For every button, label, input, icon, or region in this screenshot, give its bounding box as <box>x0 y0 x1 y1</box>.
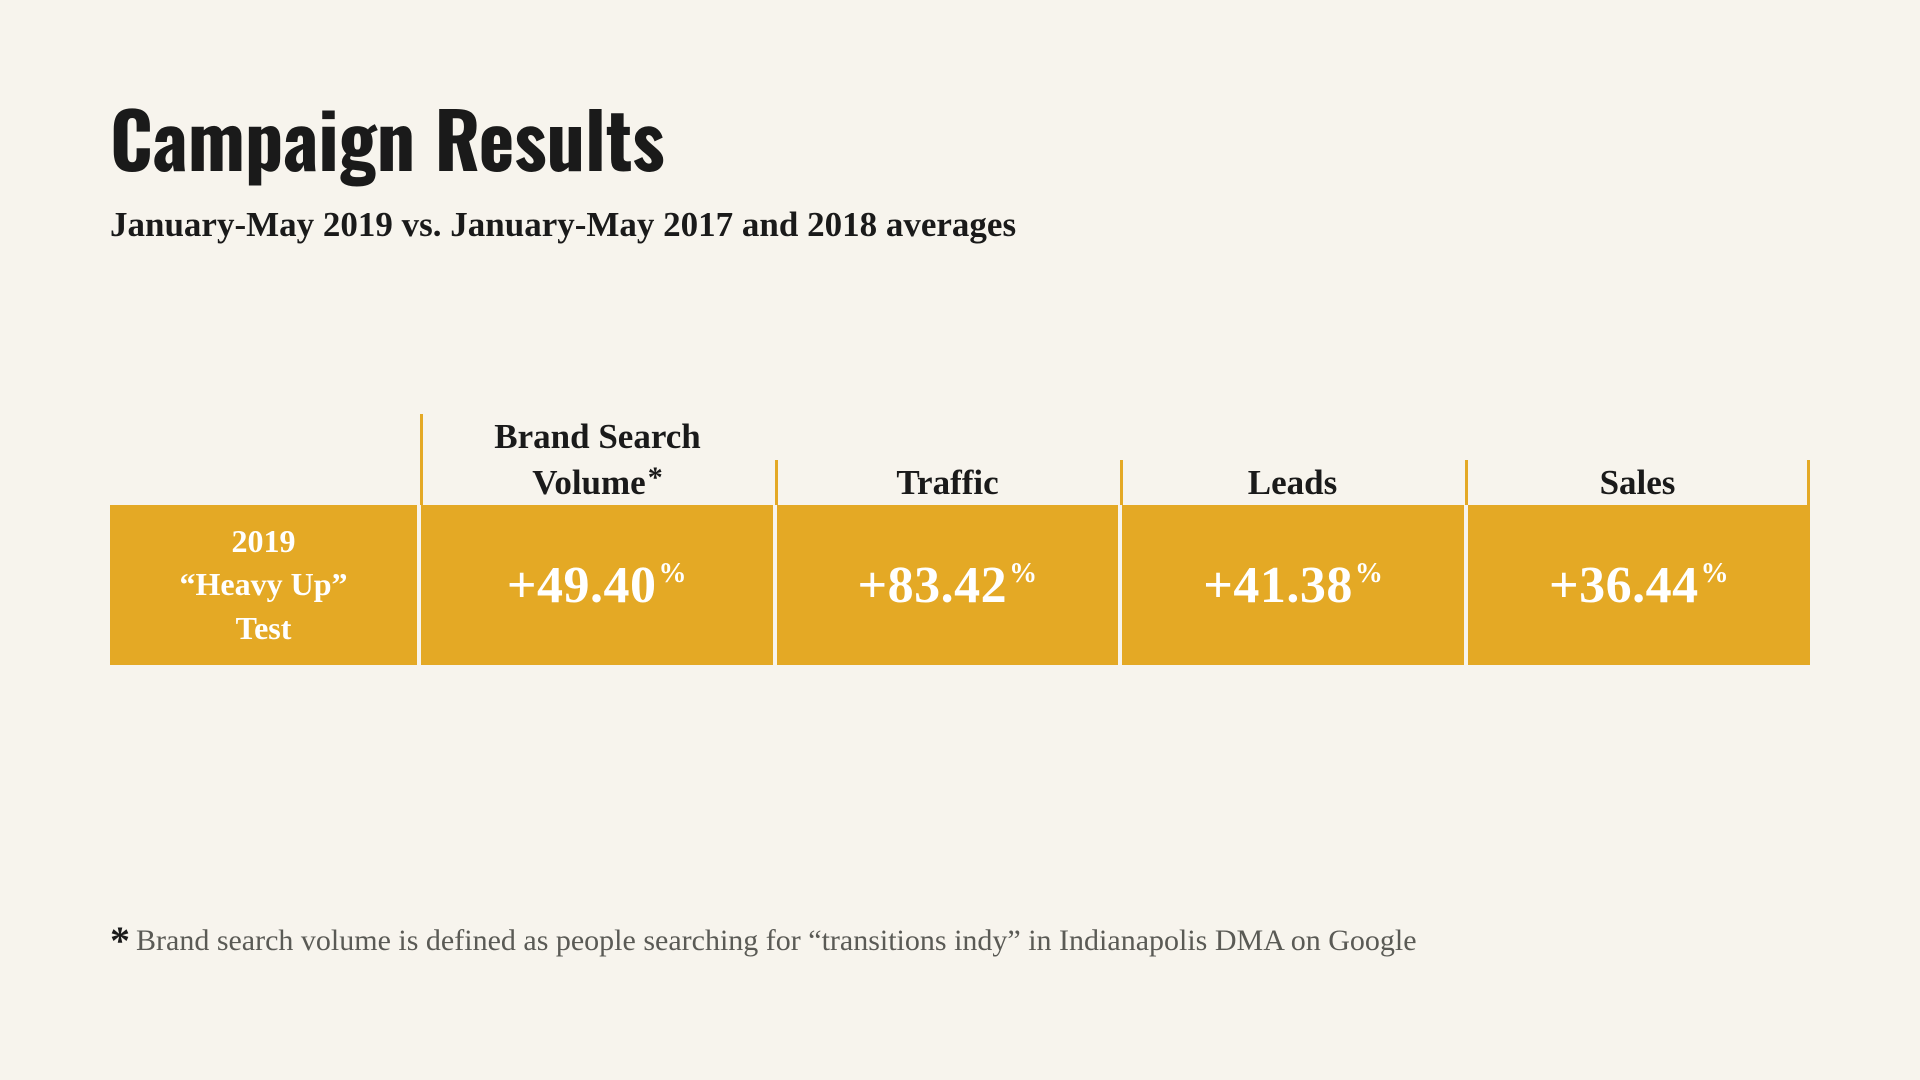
asterisk-icon: * <box>648 461 663 494</box>
table-header-traffic: Traffic <box>775 460 1120 506</box>
header-label: Sales <box>1600 463 1676 502</box>
column-separator <box>775 460 778 506</box>
footnote: *Brand search volume is defined as peopl… <box>110 913 1417 960</box>
table-header-sales: Sales <box>1465 460 1810 506</box>
column-separator <box>1120 460 1123 506</box>
row-label-line2: “Heavy Up” <box>180 566 348 602</box>
table-data-row: 2019 “Heavy Up” Test +49.40% +83.42% +41… <box>110 505 1810 665</box>
percent-icon: % <box>1009 558 1038 589</box>
metric-value: +41.38 <box>1203 557 1353 614</box>
results-table: Brand Search Volume* Traffic Leads <box>110 355 1810 665</box>
column-separator <box>1465 460 1468 506</box>
percent-icon: % <box>658 558 687 589</box>
slide-title: Campaign Results <box>110 80 1810 193</box>
header-label: Leads <box>1248 463 1337 502</box>
percent-icon: % <box>1701 558 1730 589</box>
column-separator <box>420 414 423 505</box>
asterisk-icon: * <box>110 918 130 963</box>
slide-subtitle: January-May 2019 vs. January-May 2017 an… <box>110 205 1810 245</box>
row-label-cell: 2019 “Heavy Up” Test <box>110 505 417 665</box>
row-label-line1: 2019 <box>232 523 296 559</box>
metric-value: +83.42 <box>858 557 1008 614</box>
slide: Campaign Results January-May 2019 vs. Ja… <box>0 0 1920 1080</box>
table-header-leads: Leads <box>1120 460 1465 506</box>
table-header-brand-search: Brand Search Volume* <box>420 414 775 505</box>
footnote-text: Brand search volume is defined as people… <box>136 924 1417 957</box>
metric-cell-brand-search: +49.40% <box>421 505 773 665</box>
metric-value: +49.40 <box>507 557 657 614</box>
metric-cell-traffic: +83.42% <box>777 505 1119 665</box>
header-label-line2: Volume <box>532 463 645 502</box>
metric-value: +36.44 <box>1549 557 1699 614</box>
row-label-line3: Test <box>236 610 292 646</box>
header-label: Traffic <box>896 463 998 502</box>
metric-cell-sales: +36.44% <box>1468 505 1810 665</box>
table-header-row: Brand Search Volume* Traffic Leads <box>110 355 1810 505</box>
percent-icon: % <box>1355 558 1384 589</box>
header-label-line1: Brand Search <box>494 417 700 456</box>
metric-cell-leads: +41.38% <box>1122 505 1464 665</box>
